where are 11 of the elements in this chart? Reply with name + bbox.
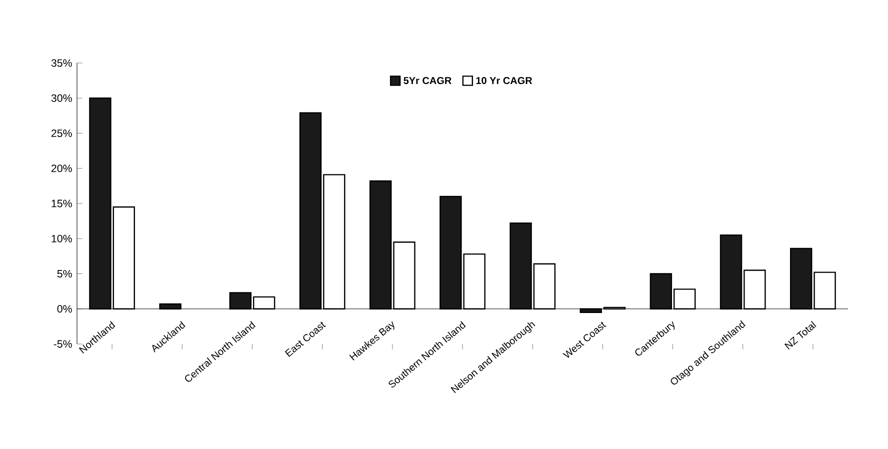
y-tick-label: 15% xyxy=(52,200,72,208)
legend-label: 5Yr CAGR xyxy=(404,77,452,84)
y-tick-label: 35% xyxy=(51,59,72,67)
legend-label: 10 Yr CAGR xyxy=(476,77,532,84)
y-tick-label: 25% xyxy=(51,129,72,138)
y-tick-label: 5% xyxy=(57,270,72,278)
y-tick-label: 0% xyxy=(57,305,72,313)
y-tick-label: 10% xyxy=(52,234,72,242)
y-tick-label: -5% xyxy=(54,340,72,348)
y-tick-label: 20% xyxy=(51,164,72,172)
y-tick-label: 30% xyxy=(51,94,72,102)
